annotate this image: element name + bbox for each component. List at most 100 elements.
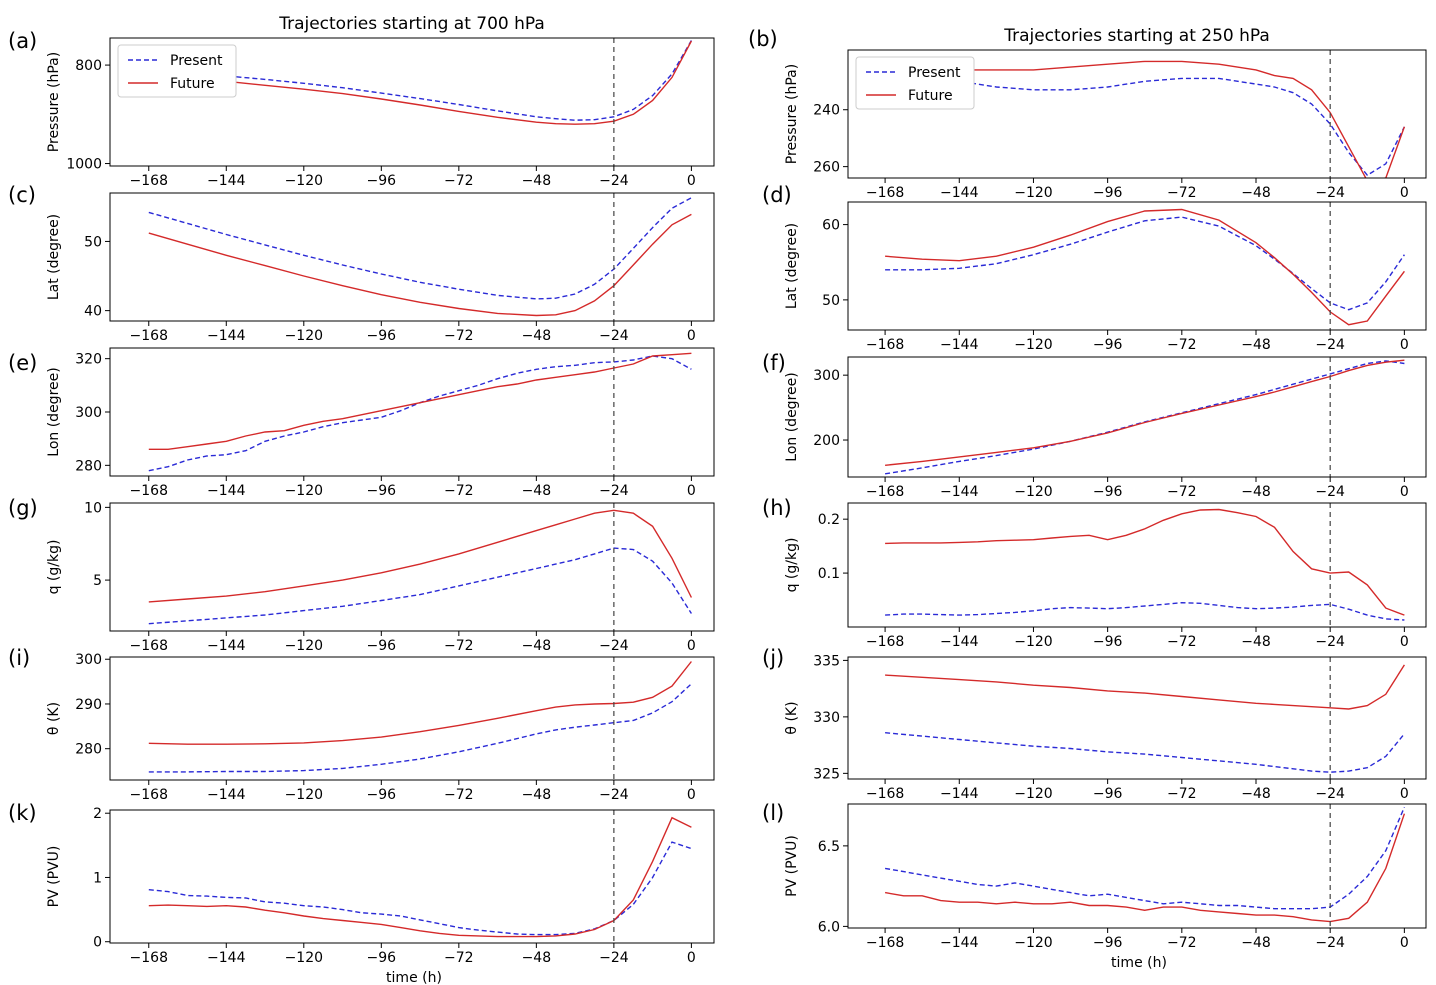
x-tick-label: −168 <box>130 173 168 189</box>
x-tick-label: −120 <box>1014 935 1052 951</box>
x-tick-label: −48 <box>522 787 552 803</box>
present-series-line <box>148 683 692 773</box>
series-group <box>148 197 692 317</box>
x-tick-label: −48 <box>522 638 552 654</box>
x-tick-label: −120 <box>285 638 323 654</box>
panel-title: Trajectories starting at 700 hPa <box>278 14 545 34</box>
y-tick-label: 290 <box>75 697 102 713</box>
panel-e: (e) Lon (degree) −168 −144 −120 −96 −72 −48 −24 0… <box>8 347 715 499</box>
panel-tag: (a) <box>8 29 37 53</box>
plot-frame <box>109 37 715 167</box>
x-tick-label: 0 <box>687 950 696 966</box>
plot-frame <box>109 347 715 477</box>
present-series-line <box>148 40 693 121</box>
x-tick-label: −144 <box>940 484 979 500</box>
x-tick-label: −24 <box>599 328 629 344</box>
y-axis-label: Lat (degree) <box>784 223 800 309</box>
panel-tag: (h) <box>762 496 792 520</box>
x-tick-label: −48 <box>1241 786 1271 802</box>
x-tick-label: −48 <box>1241 484 1271 500</box>
x-tick-label: −48 <box>1241 185 1271 201</box>
x-tick-label: −96 <box>367 483 397 499</box>
y-tick-label: 300 <box>75 405 102 421</box>
future-series-line <box>885 508 1405 616</box>
panel-tag: (c) <box>8 183 36 207</box>
x-tick-label: −48 <box>522 173 552 189</box>
y-tick-label: 330 <box>813 710 840 726</box>
future-series-line <box>148 40 693 125</box>
x-tick-label: −120 <box>1014 185 1052 201</box>
y-axis-label: θ (K) <box>784 701 800 734</box>
future-series-line <box>148 816 692 938</box>
x-tick-label: −96 <box>1093 337 1123 353</box>
x-tick-label: −24 <box>599 950 629 966</box>
y-tick-label: 6.0 <box>818 919 840 935</box>
x-tick-label: −144 <box>207 950 246 966</box>
panel-a: (a) Trajectories starting at 700 hPa Press… <box>8 14 715 189</box>
y-axis-label: Pressure (hPa) <box>46 52 62 152</box>
present-series-line <box>885 216 1405 311</box>
series-group <box>148 816 692 938</box>
x-tick-label: −48 <box>522 950 552 966</box>
y-axis-label: θ (K) <box>46 702 62 735</box>
x-tick-label: −96 <box>1093 786 1123 802</box>
y-tick-label: 0.1 <box>818 566 840 582</box>
future-series-line <box>148 213 692 317</box>
x-tick-label: 0 <box>1400 484 1409 500</box>
y-tick-label: 1 <box>93 870 102 886</box>
series-group <box>885 508 1405 621</box>
future-series-line <box>885 60 1406 178</box>
y-tick-label: 60 <box>822 218 840 234</box>
legend: Present Future <box>117 44 237 98</box>
x-tick-label: −48 <box>522 328 552 344</box>
x-tick-label: −144 <box>207 638 246 654</box>
panel-tag: (j) <box>762 646 784 670</box>
x-tick-label: −96 <box>1093 634 1123 650</box>
x-tick-label: −72 <box>1167 786 1197 802</box>
x-axis-label: time (h) <box>386 970 442 985</box>
series-group <box>148 352 692 472</box>
x-tick-label: −120 <box>285 173 323 189</box>
panel-b: (b) Trajectories starting at 250 hPa Press… <box>748 26 1427 201</box>
x-tick-label: −144 <box>207 787 246 803</box>
x-tick-label: −48 <box>1241 634 1271 650</box>
x-tick-label: −24 <box>599 483 629 499</box>
y-tick-label: 300 <box>813 368 840 384</box>
x-tick-label: −24 <box>599 173 629 189</box>
series-group <box>884 806 1406 923</box>
x-tick-label: −72 <box>1167 484 1197 500</box>
legend-box <box>855 56 975 110</box>
future-series-line <box>885 208 1405 326</box>
x-axis-label: time (h) <box>1111 955 1167 971</box>
x-tick-label: −168 <box>866 337 904 353</box>
x-tick-label: −144 <box>940 337 979 353</box>
plot-frame <box>109 192 715 322</box>
x-tick-label: −48 <box>1241 935 1271 951</box>
y-tick-label: 800 <box>75 58 102 74</box>
x-tick-label: −96 <box>1093 935 1123 951</box>
x-tick-label: −72 <box>1167 185 1197 201</box>
panel-j: (j) θ (K) −168 −144 −120 −96 −72 −48 −24 0 325 330 3… <box>762 646 1427 802</box>
x-tick-label: −72 <box>1167 337 1197 353</box>
y-axis-label: Lat (degree) <box>46 214 62 300</box>
panel-tag: (f) <box>762 351 786 375</box>
panel-k: (k) PV (PVU) time (h) −168 −144 −120 −96 −72 −48… <box>8 801 715 985</box>
plot-frame <box>109 809 715 944</box>
legend-present-label: Present <box>170 53 223 69</box>
series-group <box>885 664 1405 773</box>
x-tick-label: −48 <box>522 483 552 499</box>
y-tick-label: 280 <box>75 742 102 758</box>
x-tick-label: −120 <box>1014 484 1052 500</box>
x-tick-label: −24 <box>1315 185 1345 201</box>
x-tick-label: −24 <box>1315 484 1345 500</box>
panel-tag: (i) <box>8 646 30 670</box>
panel-g: (g) q (g/kg) −168 −144 −120 −96 −72 −48 −24 0 5 10 <box>8 496 715 654</box>
legend-box <box>117 44 237 98</box>
x-tick-label: −96 <box>367 173 397 189</box>
x-tick-label: 0 <box>1400 634 1409 650</box>
x-tick-label: −168 <box>130 483 168 499</box>
y-tick-label: 50 <box>822 293 840 309</box>
panel-d: (d) Lat (degree) −168 −144 −120 −96 −72 −48 −24 0… <box>762 183 1427 353</box>
y-axis-label: Pressure (hPa) <box>784 64 800 164</box>
panel-f: (f)Lon (degree) −168 −144 −120 −96 −72 −48 −24 0… <box>762 351 1427 500</box>
